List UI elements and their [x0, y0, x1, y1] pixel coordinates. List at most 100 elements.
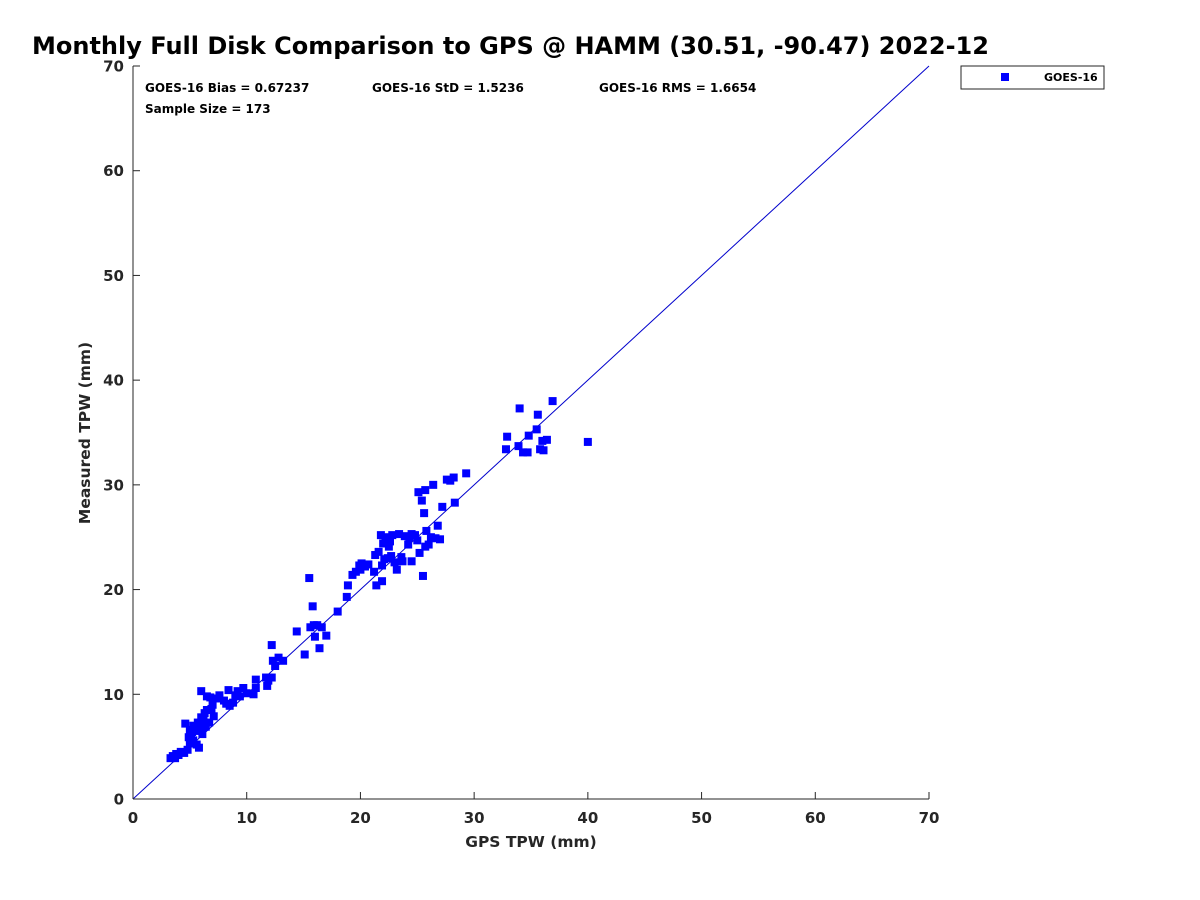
legend-marker: [1001, 73, 1009, 81]
data-point: [400, 532, 409, 541]
legend-box: [960, 65, 1105, 90]
x-tick-label: 60: [805, 809, 826, 827]
data-point: [503, 432, 512, 441]
data-point: [364, 560, 373, 569]
data-point: [420, 509, 429, 518]
data-point: [392, 565, 401, 574]
data-point: [583, 437, 592, 446]
data-point: [385, 537, 394, 546]
rms-annotation: GOES-16 RMS = 1.6654: [599, 81, 756, 95]
data-point: [188, 727, 197, 736]
data-point: [351, 567, 360, 576]
data-point: [317, 623, 326, 632]
y-tick-label: 50: [103, 267, 124, 285]
data-point: [233, 687, 242, 696]
data-point: [194, 743, 203, 752]
bias-annotation: GOES-16 Bias = 0.67237: [145, 81, 309, 95]
data-point: [429, 480, 438, 489]
data-points: [166, 397, 592, 763]
data-point: [207, 704, 216, 713]
data-point: [322, 631, 331, 640]
data-point: [404, 540, 413, 549]
x-tick-label: 50: [691, 809, 712, 827]
chart-title: Monthly Full Disk Comparison to GPS @ HA…: [32, 32, 989, 60]
data-point: [249, 690, 258, 699]
data-point: [205, 718, 214, 727]
data-point: [450, 498, 459, 507]
data-point: [267, 641, 276, 650]
data-point: [397, 553, 406, 562]
data-point: [196, 721, 205, 730]
data-point: [532, 425, 541, 434]
data-point: [548, 397, 557, 406]
data-point: [315, 644, 324, 653]
data-point: [263, 681, 272, 690]
data-point: [424, 540, 433, 549]
data-point: [292, 627, 301, 636]
data-point: [356, 565, 365, 574]
y-tick-label: 70: [103, 58, 124, 76]
x-axis-ticks: 0 10 20 30 40 50 60 70: [128, 792, 939, 827]
data-point: [395, 530, 404, 539]
data-point: [181, 719, 190, 728]
y-tick-label: 10: [103, 686, 124, 704]
data-point: [514, 442, 523, 451]
data-point: [242, 689, 251, 698]
data-point: [186, 732, 195, 741]
data-point: [433, 521, 442, 530]
data-point: [533, 410, 542, 419]
data-point: [515, 404, 524, 413]
data-point: [387, 552, 396, 561]
std-annotation: GOES-16 StD = 1.5236: [372, 81, 524, 95]
data-point: [407, 557, 416, 566]
data-point: [413, 536, 422, 545]
data-point: [542, 435, 551, 444]
data-point: [390, 558, 399, 567]
data-point: [378, 577, 387, 586]
data-point: [300, 650, 309, 659]
data-point: [229, 698, 238, 707]
data-point: [426, 533, 435, 542]
data-point: [209, 712, 218, 721]
data-point: [202, 705, 211, 714]
data-point: [251, 675, 260, 684]
data-point: [449, 473, 458, 482]
data-point: [235, 692, 244, 701]
y-tick-label: 60: [103, 162, 124, 180]
data-point: [523, 448, 532, 457]
data-point: [421, 486, 430, 495]
x-axis-label: GPS TPW (mm): [465, 833, 597, 851]
data-point: [197, 687, 206, 696]
data-point: [201, 722, 210, 731]
data-point: [438, 502, 447, 511]
data-point: [342, 592, 351, 601]
data-point: [333, 607, 342, 616]
y-tick-label: 20: [103, 581, 124, 599]
data-point: [183, 745, 192, 754]
axes: 0 10 20 30 40 50 60 70 0 10 20 30 40 50 60 70: [103, 58, 939, 828]
y-tick-label: 30: [103, 476, 124, 494]
data-point: [378, 561, 387, 570]
x-tick-label: 40: [577, 809, 598, 827]
data-point: [199, 716, 208, 725]
data-point: [398, 557, 407, 566]
data-point: [251, 684, 260, 693]
data-point: [431, 534, 440, 543]
data-point: [308, 602, 317, 611]
y-tick-label: 40: [103, 372, 124, 390]
y-tick-label: 0: [114, 791, 124, 809]
data-point: [271, 662, 280, 671]
data-point: [208, 700, 217, 709]
data-point: [343, 581, 352, 590]
data-point: [381, 533, 390, 542]
data-point: [388, 531, 397, 540]
plot-area: [132, 65, 930, 800]
data-point: [231, 691, 240, 700]
data-point: [198, 730, 207, 739]
data-point: [305, 574, 314, 583]
data-point: [215, 691, 224, 700]
data-point: [411, 531, 420, 540]
data-point: [267, 673, 276, 682]
data-point: [224, 686, 233, 695]
